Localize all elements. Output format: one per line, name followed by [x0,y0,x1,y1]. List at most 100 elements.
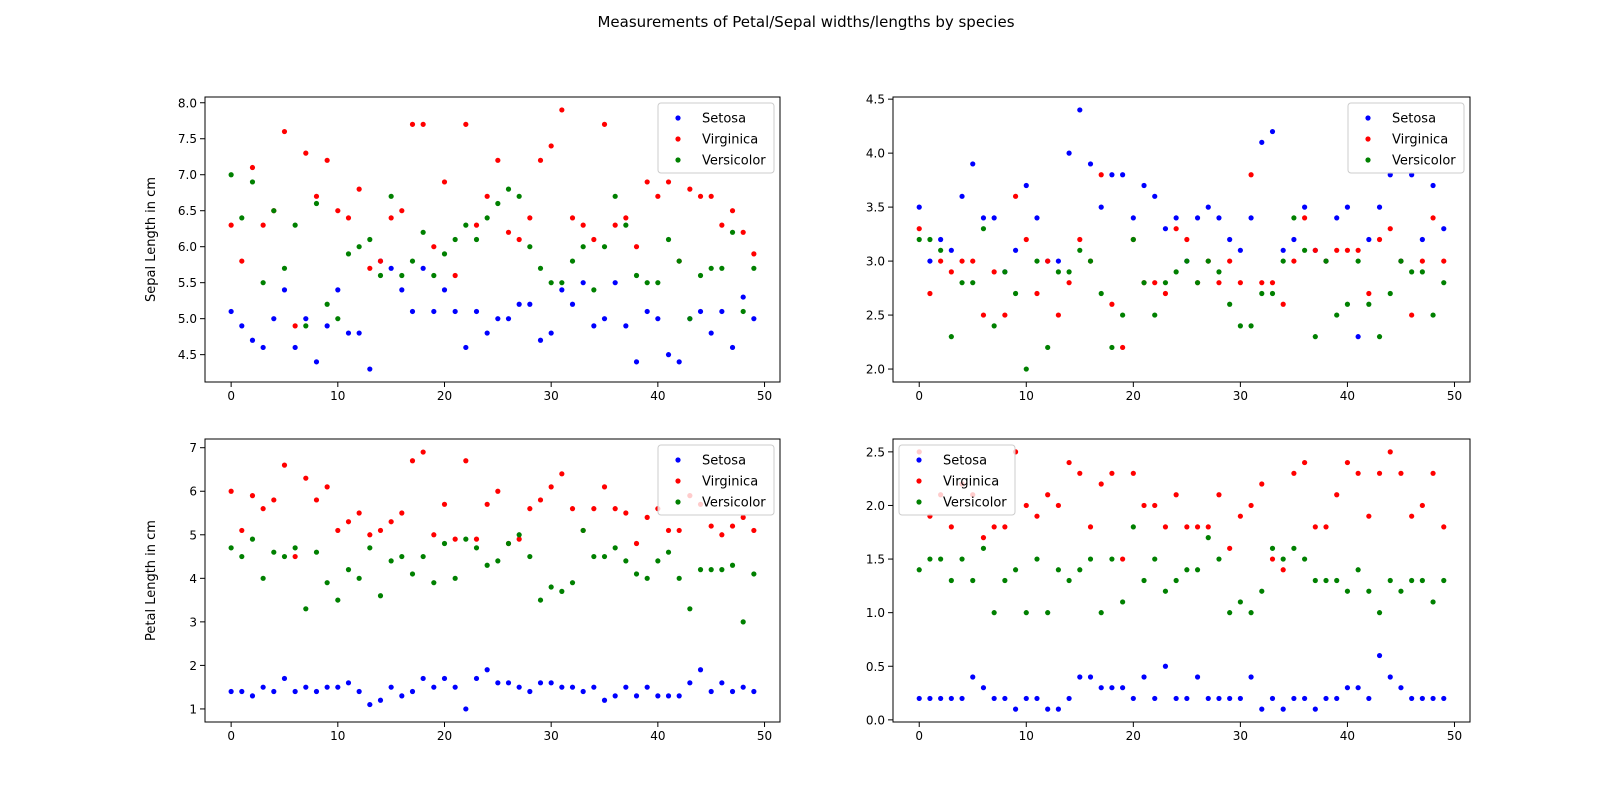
data-point [548,143,554,149]
data-point [633,359,640,365]
data-point [970,161,976,167]
data-point [1227,236,1233,243]
data-point [1344,685,1351,691]
data-point [1355,685,1361,691]
data-point [751,316,757,322]
data-point [356,244,362,250]
x-tick-label: 30 [1233,389,1248,403]
data-point [1077,674,1083,680]
data-point [1205,204,1211,210]
data-point [740,229,746,235]
data-point [687,606,693,612]
data-point [1344,204,1351,210]
data-point [527,688,533,695]
legend: Setosa Virginica Versicolor [1347,102,1465,174]
data-point [948,247,954,253]
legend-box [657,102,775,174]
data-point [452,536,458,542]
series-versicolor [916,524,1447,616]
data-point [516,684,522,690]
data-point [644,575,650,581]
data-point [1227,258,1233,264]
data-point [1366,513,1372,519]
data-point [612,545,618,551]
data-point [516,193,522,199]
data-point [1130,236,1136,243]
data-point [1012,193,1019,199]
data-point [1141,577,1147,584]
data-point [367,701,373,708]
data-point [420,265,426,271]
data-point [1355,334,1361,340]
data-point [1194,674,1201,680]
data-point [916,226,922,232]
y-tick-label: 1 [189,702,197,716]
data-point [1376,204,1383,210]
data-point [313,200,320,207]
data-point [420,553,426,560]
data-point [292,222,298,228]
data-point [1216,269,1222,275]
data-point [271,208,277,214]
data-point [1173,226,1179,232]
data-point [356,575,362,581]
data-point [1055,312,1061,318]
data-point [377,272,384,279]
data-point [1441,258,1447,264]
data-point [1312,577,1318,584]
data-point [1419,695,1425,702]
data-point [335,597,341,603]
data-point [948,524,954,530]
data-point [991,269,997,275]
data-point [281,287,288,293]
y-tick-label: 5 [189,528,197,542]
legend-label: Virginica [943,475,999,490]
data-point [1216,695,1222,702]
data-point [431,308,437,315]
data-point [260,280,266,286]
data-point [420,229,426,235]
data-point [367,545,373,551]
data-point [740,684,746,690]
data-point [1098,290,1104,297]
data-point [916,236,922,243]
data-point [938,695,944,702]
data-point [548,584,554,590]
data-point [537,337,544,343]
legend-label: Setosa [702,454,746,469]
y-tick-label: 5.5 [178,276,197,290]
data-point [569,301,576,307]
y-tick-label: 3.0 [866,255,885,269]
data-point [1312,247,1318,253]
data-point [1098,172,1104,178]
data-point [388,265,394,271]
data-point [537,157,544,163]
data-point [399,693,405,699]
legend-label: Virginica [702,133,758,148]
data-point [1387,577,1393,584]
data-point [399,208,405,214]
legend-label: Setosa [943,454,987,469]
data-point [1120,556,1126,562]
subplot-petal-length: 0 10 20 30 40 50 1 2 3 4 5 6 7 Petal Length in cm Seto… [144,438,781,743]
data-point [1302,695,1308,702]
data-point [313,549,320,555]
data-point [1173,695,1179,702]
data-point [473,545,480,551]
data-point [601,697,608,703]
data-point [740,294,746,300]
data-point [1002,312,1008,318]
data-point [1441,280,1447,286]
data-point [388,558,394,564]
data-point [1162,524,1169,530]
data-point [367,532,373,538]
data-point [1291,695,1297,702]
x-tick-label: 40 [650,389,665,403]
y-tick-label: 2 [189,659,197,673]
data-point [1430,470,1436,476]
plot-frame [892,96,1471,383]
x-tick-label: 40 [1340,389,1355,403]
x-tick-label: 50 [757,389,772,403]
data-point [303,475,309,481]
data-point [751,688,757,695]
